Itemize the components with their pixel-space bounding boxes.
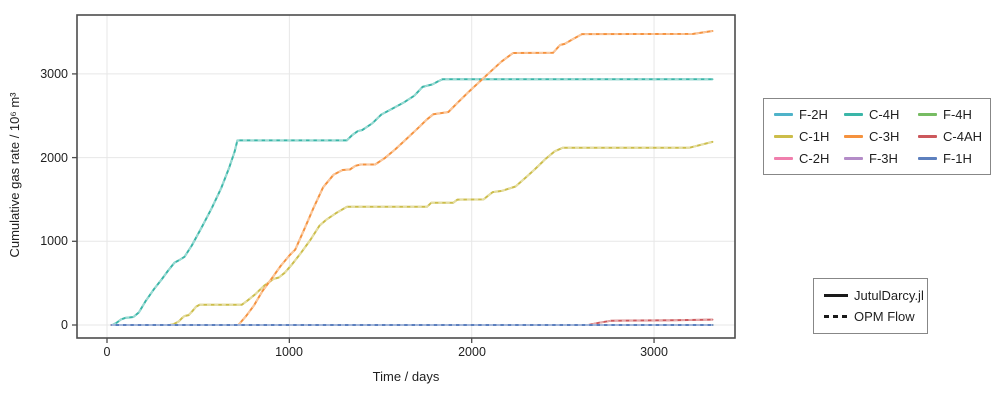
line-swatch [774, 135, 793, 138]
legend-label: JutulDarcy.jl [854, 288, 924, 303]
y-tick-label: 3000 [40, 67, 68, 81]
x-axis-label: Time / days [372, 369, 440, 384]
y-tick-label: 2000 [40, 151, 68, 165]
legend-label: C-3H [869, 129, 900, 144]
solid-line-swatch [824, 294, 848, 297]
line-swatch [918, 157, 937, 160]
legend-entry: F-1H [918, 151, 996, 166]
legend-entry: F-2H [774, 107, 842, 122]
legend-entry: C-4AH [918, 129, 996, 144]
legend-entry: F-3H [844, 151, 916, 166]
legend-entry: C-2H [774, 151, 842, 166]
legend-label: F-2H [799, 107, 828, 122]
line-swatch [844, 157, 863, 160]
legend-label: F-3H [869, 151, 898, 166]
line-swatch [918, 135, 937, 138]
line-swatch [918, 113, 937, 116]
line-swatch [844, 113, 863, 116]
legend-entry: C-3H [844, 129, 916, 144]
legend-label: C-1H [799, 129, 830, 144]
legend-entry: JutulDarcy.jl [824, 288, 924, 303]
y-tick-label: 0 [61, 318, 68, 332]
legend-label: C-2H [799, 151, 830, 166]
x-tick-label: 1000 [275, 345, 303, 359]
dashed-line-swatch [824, 315, 848, 318]
legend-label: F-1H [943, 151, 972, 166]
legend-entry: C-4H [844, 107, 916, 122]
line-swatch [774, 157, 793, 160]
line-swatch [844, 135, 863, 138]
solver-legend: JutulDarcy.jl OPM Flow [813, 278, 928, 334]
x-tick-label: 2000 [458, 345, 486, 359]
legend-label: OPM Flow [854, 309, 915, 324]
legend-label: F-4H [943, 107, 972, 122]
y-tick-label: 1000 [40, 234, 68, 248]
legend-entry: C-1H [774, 129, 842, 144]
x-tick-label: 3000 [640, 345, 668, 359]
y-axis-label: Cumulative gas rate / 10⁶ m³ [7, 92, 22, 258]
x-tick-label: 0 [103, 345, 111, 359]
legend-entry: OPM Flow [824, 309, 917, 324]
legend-label: C-4AH [943, 129, 983, 144]
series-legend: F-2H C-4H F-4H C-1H C-3H C-4AH C-2H F-3H… [763, 98, 991, 175]
legend-label: C-4H [869, 107, 900, 122]
line-swatch [774, 113, 793, 116]
legend-entry: F-4H [918, 107, 996, 122]
